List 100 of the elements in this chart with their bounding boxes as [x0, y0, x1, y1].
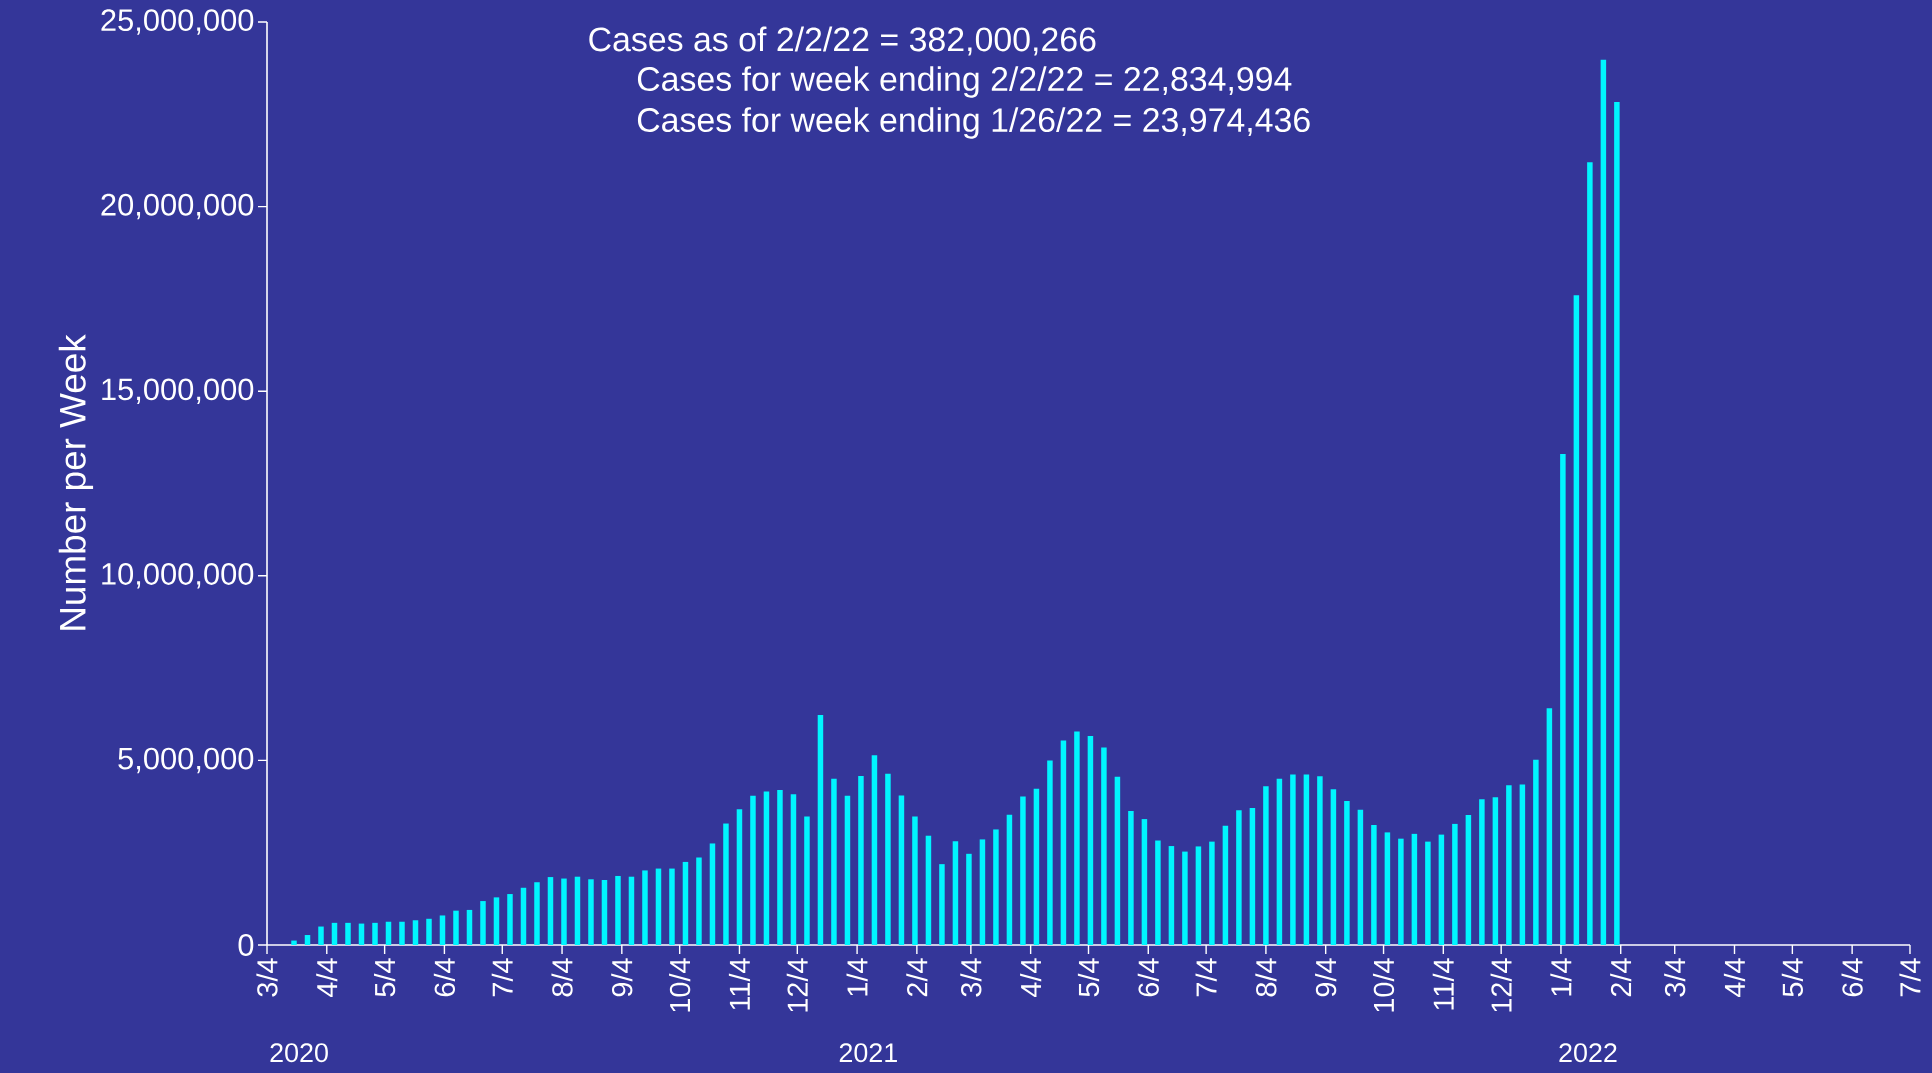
x-tick-label: 10/4	[669, 958, 691, 1012]
bar	[1506, 785, 1512, 945]
x-tick-label: 12/4	[786, 958, 808, 1012]
bar	[1317, 776, 1323, 945]
bar	[1074, 731, 1080, 945]
bar	[1573, 295, 1580, 945]
bar	[331, 922, 338, 945]
bar	[885, 773, 891, 945]
y-axis-title: Number per Week	[58, 334, 94, 630]
bar	[1263, 786, 1269, 945]
bar	[1465, 815, 1472, 945]
x-tick-label: 1/4	[1550, 958, 1572, 996]
x-tick-label: 6/4	[1841, 958, 1863, 997]
bar	[1290, 774, 1296, 945]
bar	[372, 922, 378, 945]
x-tick-label: 1/4	[846, 958, 868, 996]
x-tick-label: 3/4	[1664, 958, 1686, 997]
y-tick-label: 25,000,000	[101, 9, 254, 35]
y-tick-label: 0	[238, 934, 254, 956]
bar	[993, 829, 999, 945]
bar	[385, 921, 392, 945]
x-tick-label: 2/4	[1610, 958, 1632, 997]
bar	[1492, 797, 1499, 945]
bar	[1033, 788, 1040, 945]
bar	[1303, 774, 1310, 945]
bar	[709, 843, 716, 945]
bar	[1371, 825, 1377, 945]
bar	[1560, 453, 1566, 945]
x-tick-label: 4/4	[1020, 958, 1042, 998]
bar	[1411, 833, 1418, 945]
x-tick-label: 5/4	[1077, 958, 1100, 997]
bar	[925, 835, 932, 945]
bar	[534, 882, 540, 945]
bar	[939, 864, 945, 945]
x-tick-label: 12/4	[1490, 958, 1512, 1012]
bar	[601, 880, 608, 945]
x-tick-label: 8/4	[1255, 958, 1277, 997]
y-tick-label: 15,000,000	[102, 378, 254, 404]
bar	[669, 868, 675, 945]
x-tick-label: 10/4	[1372, 958, 1395, 1012]
bar	[1087, 736, 1094, 945]
x-tick-label: 5/4	[374, 958, 396, 997]
x-tick-label: 3/4	[960, 958, 982, 997]
bar	[1060, 740, 1067, 945]
bar	[682, 861, 689, 945]
x-tick-label: 4/4	[1723, 958, 1746, 998]
bar	[1533, 759, 1539, 945]
text: 2020	[270, 1043, 328, 1063]
y-tick-label: 10,000,000	[102, 563, 254, 589]
bar	[952, 841, 959, 945]
annotation: Cases for week ending 1/26/22 = 23,974,436	[637, 107, 1310, 139]
bar	[912, 816, 918, 945]
bar	[345, 922, 351, 945]
bar	[1006, 814, 1013, 945]
bar	[817, 714, 824, 945]
y-tick-label: 5,000,000	[118, 747, 254, 774]
bar	[1114, 776, 1121, 945]
x-tick-label: 3/4	[256, 958, 278, 997]
bar	[1020, 796, 1026, 945]
text: 2022	[1559, 1043, 1617, 1063]
bar	[615, 875, 621, 945]
bar	[466, 909, 473, 945]
bar	[1398, 838, 1404, 945]
bar	[642, 870, 648, 945]
bar	[736, 809, 743, 945]
text: 2021	[839, 1043, 897, 1063]
bar	[858, 775, 864, 945]
x-tick-label: 6/4	[433, 958, 456, 997]
bar	[412, 920, 419, 945]
bar	[1614, 101, 1620, 945]
bar	[1236, 810, 1242, 945]
bar	[480, 901, 486, 945]
bar	[520, 887, 527, 945]
bar	[1587, 162, 1593, 945]
bar	[1276, 778, 1283, 945]
bar	[1344, 801, 1350, 945]
x-tick-label: 7/4	[1195, 958, 1217, 997]
bar	[1209, 841, 1215, 945]
bar	[966, 853, 972, 945]
bar	[318, 926, 324, 945]
x-tick-label: 8/4	[551, 958, 573, 997]
bar	[1155, 840, 1161, 945]
bar	[898, 795, 905, 945]
bar	[1438, 834, 1445, 945]
bar	[1168, 846, 1175, 945]
bar	[507, 894, 513, 945]
bar	[547, 877, 554, 945]
bar	[1182, 851, 1188, 945]
bar	[1222, 825, 1229, 945]
bar	[790, 794, 797, 945]
bar	[574, 876, 581, 945]
x-tick-label: 9/4	[611, 958, 633, 997]
bar	[1425, 841, 1431, 945]
bar	[439, 915, 446, 945]
annotation: Cases for week ending 2/2/22 = 22,834,994	[637, 66, 1292, 98]
bar	[304, 935, 311, 945]
bar	[1600, 59, 1607, 945]
bar	[1452, 823, 1458, 945]
bar	[588, 879, 594, 945]
bar	[1195, 846, 1202, 945]
